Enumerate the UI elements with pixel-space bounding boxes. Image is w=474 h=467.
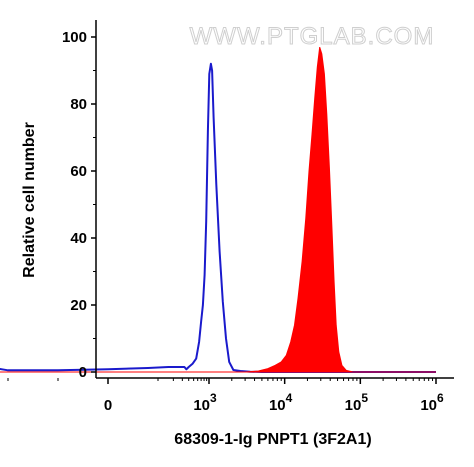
y-axis-title: Relative cell number <box>21 122 38 278</box>
y-tick-label-20: 20 <box>70 297 87 314</box>
watermark: WWW.PTGLAB.COM <box>190 23 435 50</box>
series-1-line-histogram <box>0 62 436 373</box>
x-axis-title: 68309-1-Ig PNPT1 (3F2A1) <box>174 431 371 448</box>
y-tick-label-60: 60 <box>70 163 87 180</box>
x-tick-label-10000: 104 <box>269 391 293 414</box>
y-tick-label-0: 0 <box>79 364 87 381</box>
axes: 0 20 40 60 80 100 0 103 104 105 106 <box>7 20 454 414</box>
x-tick-label-100000: 105 <box>345 391 369 414</box>
y-tick-label-80: 80 <box>70 96 87 113</box>
data-layer <box>0 46 436 373</box>
x-tick-label-1000: 103 <box>193 391 217 414</box>
series-2-filled-histogram <box>0 46 436 373</box>
y-tick-label-40: 40 <box>70 230 87 247</box>
y-tick-label-100: 100 <box>62 29 87 46</box>
x-tick-label-1000000: 106 <box>420 391 444 414</box>
x-tick-label-0: 0 <box>104 397 112 414</box>
